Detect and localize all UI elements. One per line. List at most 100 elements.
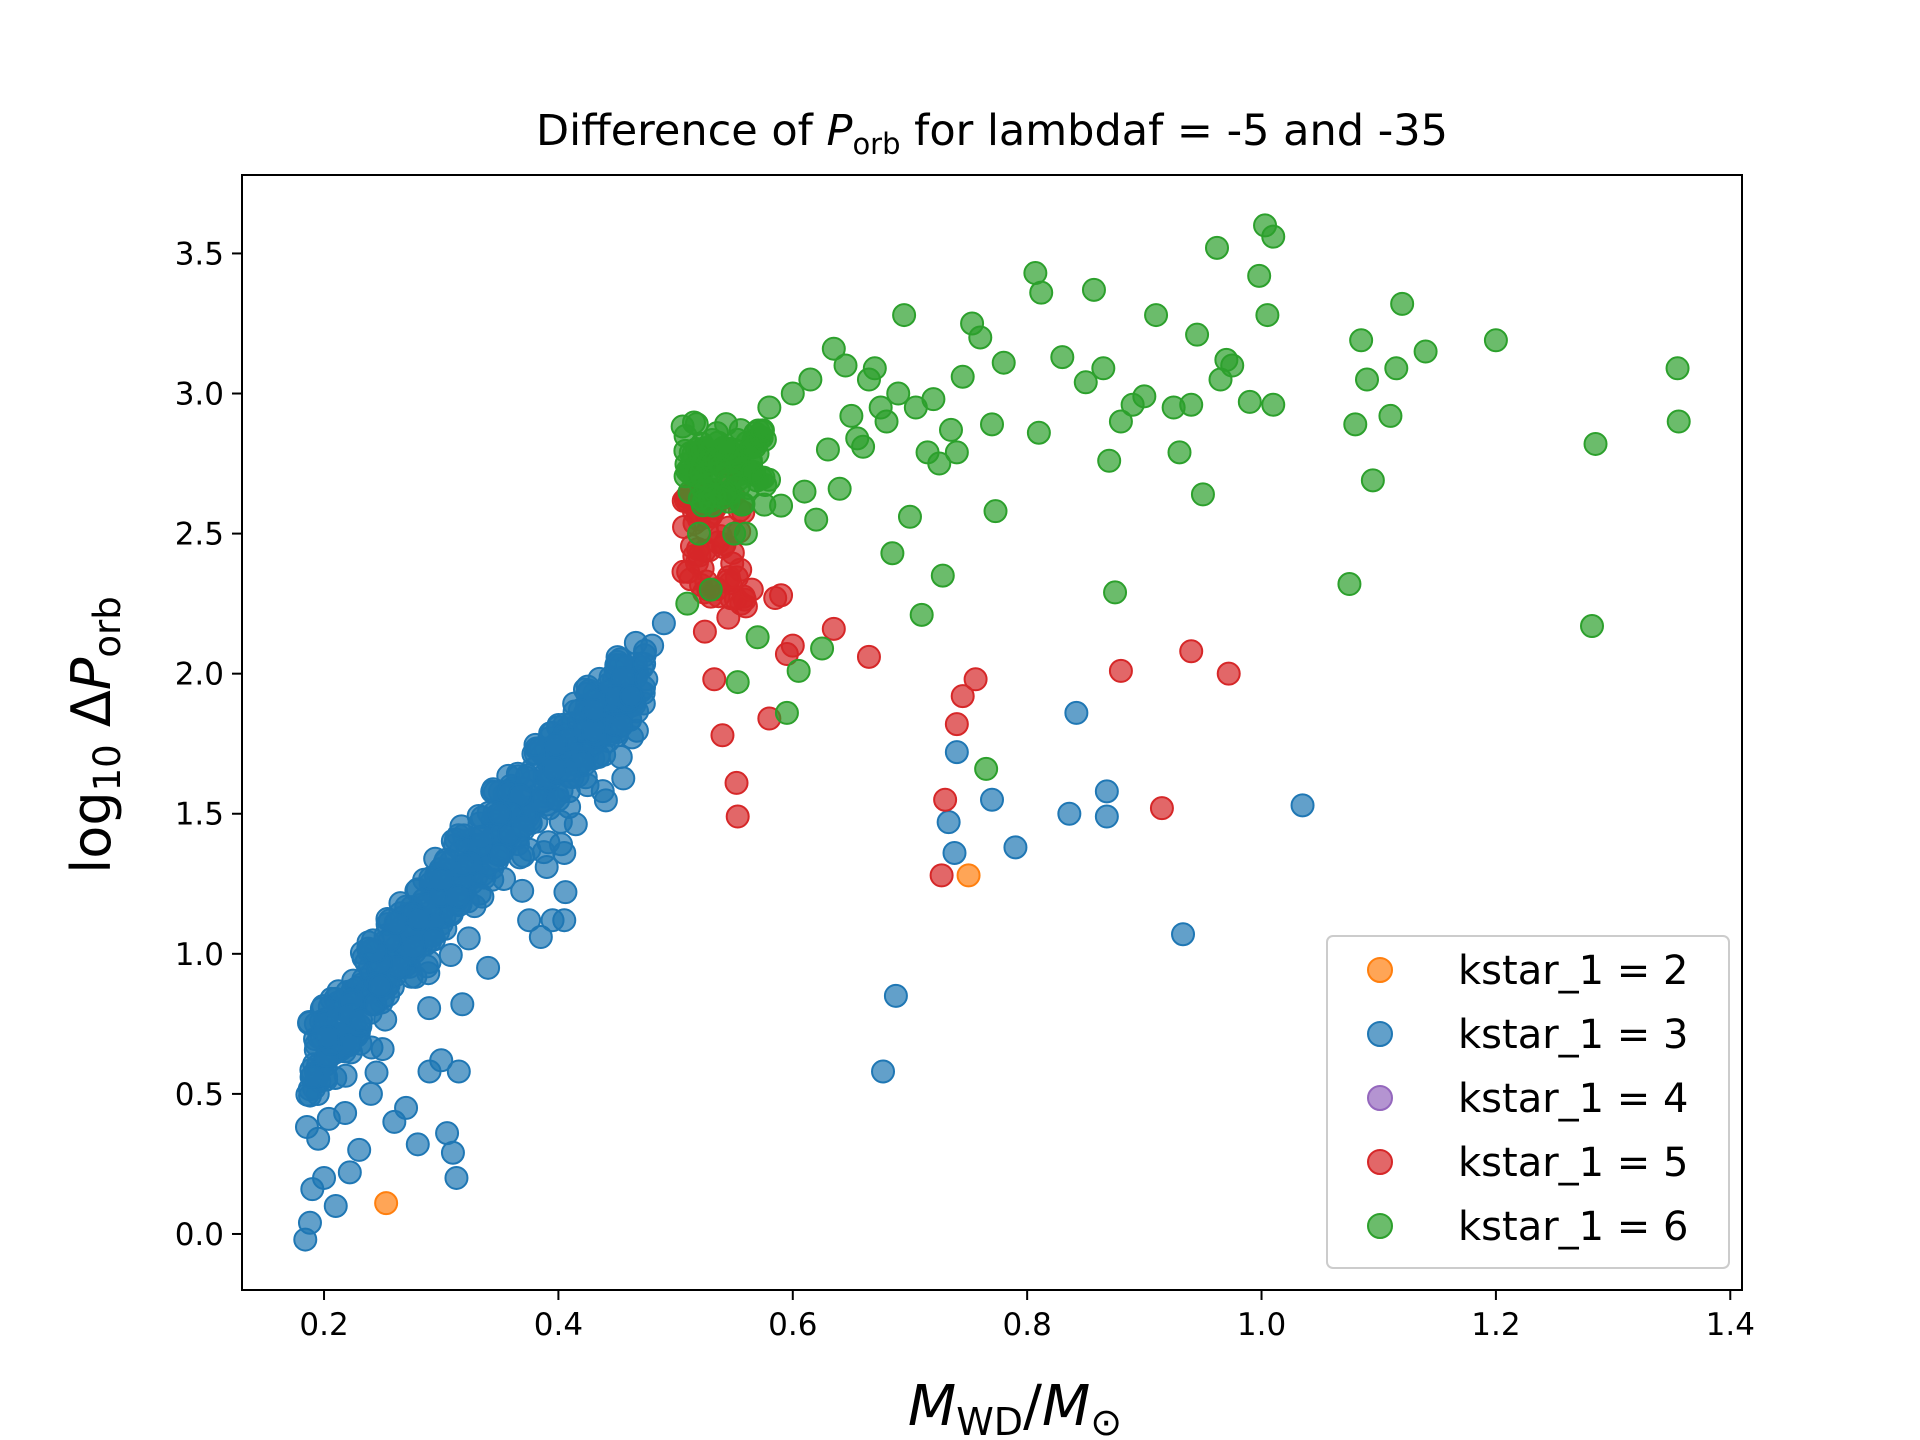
data-point	[1064, 700, 1089, 725]
title-variable-subscript: orb	[852, 127, 900, 161]
data-point	[675, 591, 700, 616]
data-point	[897, 504, 922, 529]
data-point	[780, 381, 805, 406]
data-point	[306, 1126, 331, 1151]
data-point	[702, 667, 727, 692]
axes-frame	[241, 174, 1743, 1291]
data-point	[438, 943, 463, 968]
data-point	[433, 847, 458, 872]
data-point	[892, 303, 917, 328]
legend-label: kstar_1 = 5	[1458, 1140, 1689, 1186]
data-point	[446, 1059, 471, 1084]
data-point	[476, 955, 501, 980]
data-point	[724, 770, 749, 795]
data-point	[815, 437, 840, 462]
data-point	[670, 414, 695, 439]
data-point	[581, 698, 606, 723]
data-point	[1149, 796, 1174, 821]
data-point	[810, 636, 835, 661]
x-tick-label: 1.4	[1706, 1307, 1755, 1343]
x-label-variable-2: M	[1042, 1374, 1090, 1439]
data-point	[417, 996, 442, 1021]
data-point	[1205, 235, 1229, 260]
data-point	[1185, 322, 1210, 347]
data-point	[880, 541, 905, 566]
data-point	[315, 1025, 340, 1050]
legend-marker	[1367, 1213, 1393, 1239]
data-point	[757, 395, 782, 420]
data-point	[909, 602, 934, 627]
data-point	[1103, 580, 1128, 605]
data-point	[1081, 277, 1106, 302]
legend-label: kstar_1 = 2	[1458, 948, 1689, 994]
data-point	[710, 723, 735, 748]
data-point	[886, 381, 911, 406]
data-point	[1050, 345, 1075, 370]
data-point	[769, 493, 794, 518]
data-point	[1132, 384, 1157, 409]
data-point	[712, 481, 737, 506]
x-tick-label: 0.6	[768, 1307, 817, 1343]
data-point	[368, 973, 393, 998]
data-point	[968, 325, 993, 350]
legend-marker	[1367, 1085, 1393, 1111]
y-label-prefix-subscript: 10	[86, 744, 129, 791]
title-prefix: Difference of	[536, 106, 826, 156]
legend-label: kstar_1 = 3	[1458, 1012, 1689, 1058]
data-point	[833, 353, 858, 378]
data-point	[750, 418, 775, 443]
data-point	[682, 544, 707, 569]
data-point	[312, 1165, 337, 1190]
data-point	[1580, 614, 1604, 639]
data-point	[827, 476, 852, 501]
data-point	[1390, 291, 1415, 316]
data-point	[821, 336, 846, 361]
data-point	[406, 906, 431, 931]
data-point	[456, 926, 481, 951]
data-point	[1097, 448, 1122, 473]
legend: kstar_1 = 2 kstar_1 = 3 kstar_1 = 4 kstar_1…	[1326, 935, 1730, 1269]
data-point	[745, 625, 770, 650]
data-point	[1094, 779, 1119, 804]
data-point	[687, 521, 712, 546]
data-point	[862, 356, 887, 381]
data-point	[405, 1132, 430, 1157]
y-label-prefix: log	[60, 791, 123, 873]
data-point	[1023, 261, 1048, 286]
data-point	[337, 1160, 362, 1185]
data-point	[733, 521, 758, 546]
data-point	[323, 1193, 348, 1218]
data-point	[640, 633, 665, 658]
data-point	[751, 465, 776, 490]
data-point	[933, 787, 958, 812]
data-point	[450, 992, 475, 1017]
data-point	[374, 1191, 399, 1216]
data-point	[963, 667, 988, 692]
data-point	[422, 927, 447, 952]
data-point	[1583, 431, 1608, 456]
data-point	[534, 854, 559, 879]
data-point	[1220, 353, 1245, 378]
data-point	[546, 787, 571, 812]
data-point	[394, 1095, 419, 1120]
data-point	[1355, 367, 1379, 392]
data-point	[974, 756, 999, 781]
y-tick-label: 1.0	[175, 937, 224, 973]
data-point	[821, 616, 846, 641]
y-tick-label: 3.5	[175, 236, 224, 272]
data-point	[1384, 356, 1409, 381]
data-point	[1247, 263, 1272, 288]
data-point	[692, 619, 717, 644]
data-point	[716, 565, 741, 590]
data-point	[316, 1106, 341, 1131]
legend-marker	[1367, 957, 1393, 983]
data-point	[487, 801, 512, 826]
x-label-variable: M	[908, 1374, 956, 1439]
data-point	[1073, 370, 1098, 395]
data-point	[1108, 409, 1133, 434]
data-point	[678, 461, 703, 486]
data-point	[542, 756, 567, 781]
data-point	[710, 437, 735, 462]
data-point	[856, 644, 881, 669]
title-variable: P	[827, 106, 853, 156]
